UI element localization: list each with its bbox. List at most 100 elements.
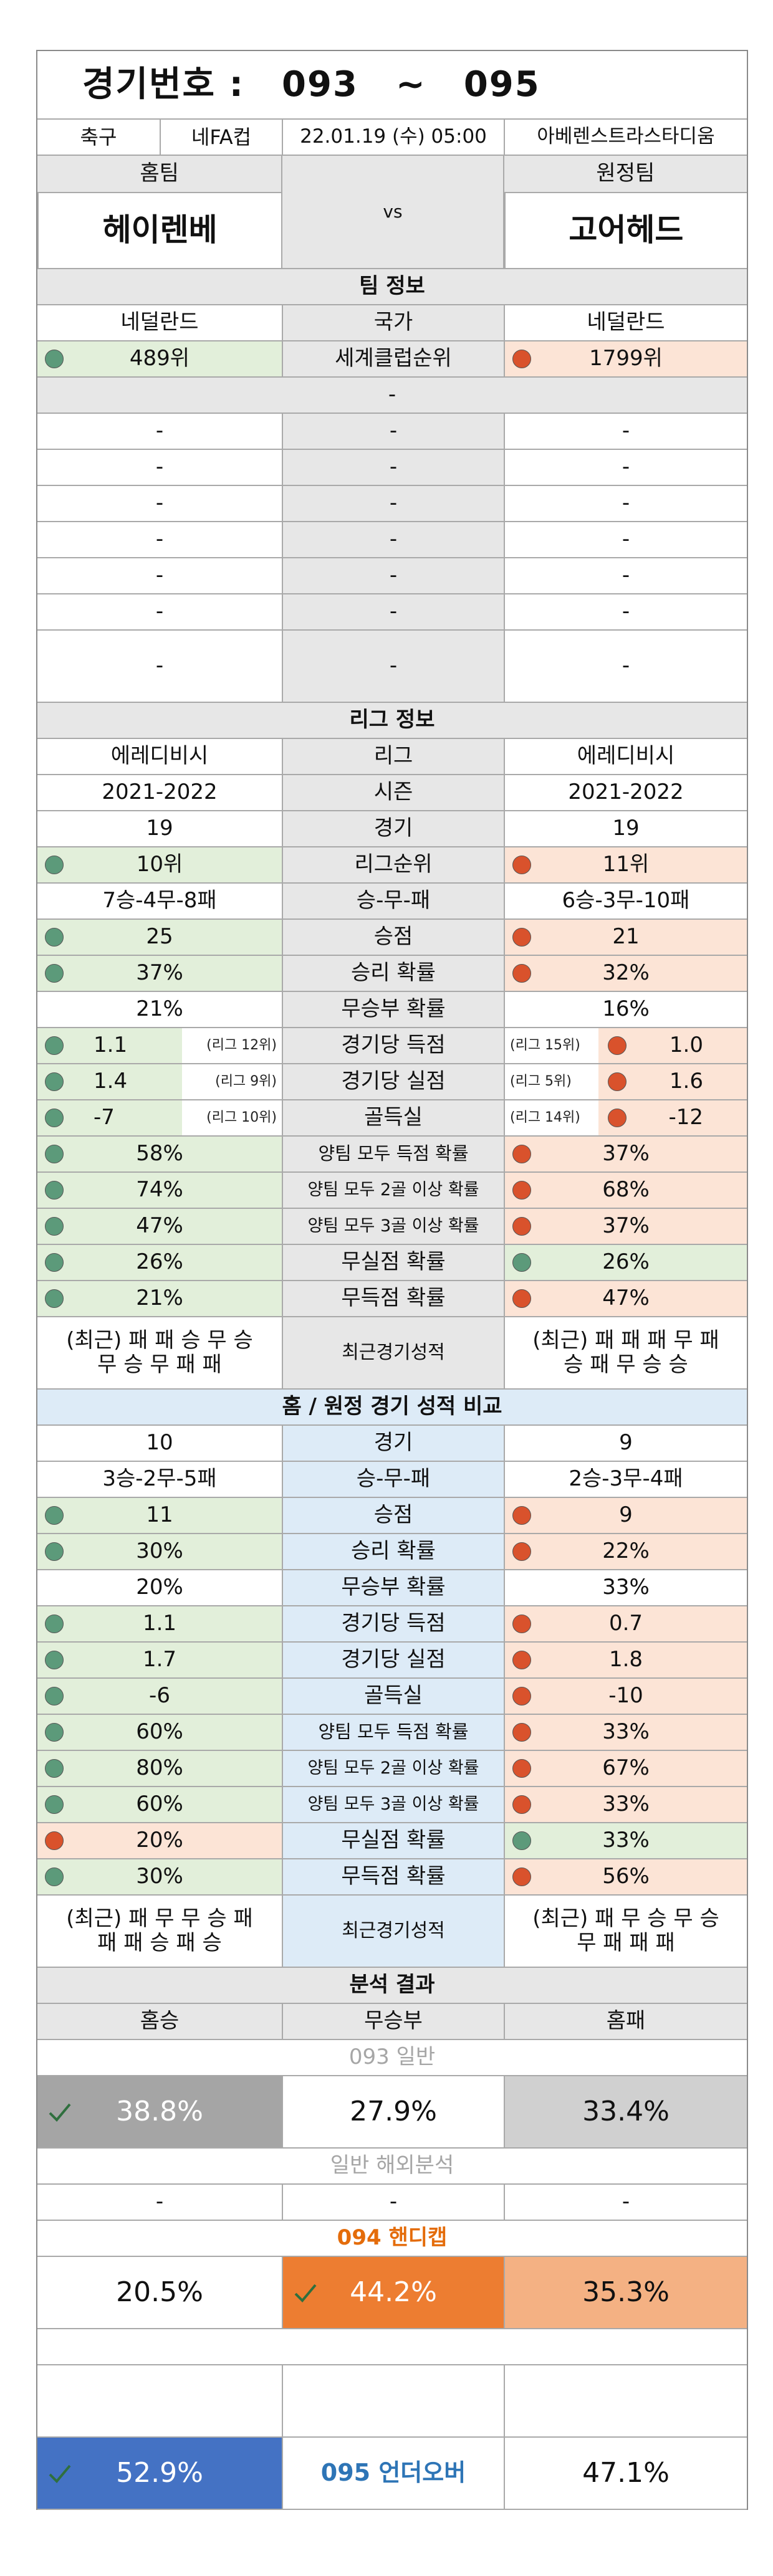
league-away-rank: (리그 14위) <box>510 1110 580 1126</box>
compare-away-recent-line1: (최근) 패 무 승 무 승 <box>532 1906 719 1931</box>
league-away-value: (리그 15위) 1.0 <box>504 1028 747 1063</box>
league-away-value: 68% <box>504 1173 747 1208</box>
league-info-row: 에레디비시 리그 에레디비시 <box>37 739 747 775</box>
league-info-row: 47% 양팀 모두 3골 이상 확률 37% <box>37 1209 747 1245</box>
league-row-label: 승-무-패 <box>282 884 504 918</box>
status-dot-icon <box>45 1072 64 1091</box>
league-info-row: 21% 무득점 확률 47% <box>37 1281 747 1317</box>
league-home-text: 7승-4무-8패 <box>102 888 217 914</box>
league-home-value: 7승-4무-8패 <box>37 884 282 918</box>
league-away-recent: (최근) 패 패 패 무 패 승 패 무 승 승 <box>504 1317 747 1388</box>
league-row-label: 양팀 모두 2골 이상 확률 <box>282 1173 504 1208</box>
spacer-cell <box>37 2329 747 2364</box>
league-home-recent: (최근) 패 패 승 무 승 무 승 무 패 패 <box>37 1317 282 1388</box>
league-row-label: 무승부 확률 <box>282 992 504 1027</box>
status-dot-icon <box>512 1759 531 1778</box>
label-dash: - <box>282 594 504 629</box>
underover-blank-row <box>37 2365 747 2438</box>
league-info-row: 2021-2022 시즌 2021-2022 <box>37 775 747 811</box>
league-recent-label: 최근경기성적 <box>282 1317 504 1388</box>
compare-row-label: 무승부 확률 <box>282 1570 504 1605</box>
label-dash: - <box>282 522 504 557</box>
compare-home-text: 3승-2무-5패 <box>102 1466 217 1492</box>
compare-row: 20% 무승부 확률 33% <box>37 1570 747 1606</box>
compare-away-value: 33% <box>504 1570 747 1605</box>
team-info-dash-row: --- <box>37 522 747 558</box>
league-info-row: 21% 무승부 확률 16% <box>37 992 747 1028</box>
status-dot-icon <box>45 1615 64 1633</box>
league-home-value: 1.1 (리그 12위) <box>37 1028 282 1063</box>
league-away-rank: (리그 5위) <box>510 1074 572 1090</box>
league-row-label: 양팀 모두 3골 이상 확률 <box>282 1209 504 1244</box>
compare-home-text: 20% <box>136 1575 183 1600</box>
team-info-title: 팀 정보 <box>359 274 425 299</box>
status-dot-icon <box>45 1289 64 1308</box>
venue: 아베렌스트라스타디움 <box>504 120 747 155</box>
league-home-text: 21% <box>136 996 183 1022</box>
match-number-sep: ~ <box>395 64 426 105</box>
match-number-from: 093 <box>281 64 358 105</box>
status-dot-icon <box>45 856 64 874</box>
compare-home-recent: (최근) 패 무 무 승 패 패 패 승 패 승 <box>37 1896 282 1967</box>
league-home-text: 1.1 <box>94 1033 128 1058</box>
team-info-header: 팀 정보 <box>37 269 747 305</box>
compare-home-value: 20% <box>37 1570 282 1605</box>
home-club-rank: 489위 <box>37 341 282 376</box>
league-info-rows: 에레디비시 리그 에레디비시 2021-2022 시즌 2021-2022 19 경기 19 10… <box>37 739 747 1317</box>
status-dot-icon <box>45 928 64 947</box>
check-icon <box>49 2103 71 2122</box>
league-home-text: 47% <box>136 1213 183 1239</box>
compare-home-text: 60% <box>136 1791 183 1817</box>
label-dash: - <box>282 414 504 449</box>
league-home-text: 25 <box>146 924 173 950</box>
status-dot-icon <box>45 1109 64 1127</box>
compare-row: -6 골득실 -10 <box>37 1679 747 1715</box>
compare-away-text: 22% <box>602 1538 650 1564</box>
compare-row: 30% 승리 확률 22% <box>37 1534 747 1570</box>
league-away-value: 37% <box>504 1137 747 1171</box>
home-country: 네덜란드 <box>120 310 199 335</box>
league-away-text: 에레디비시 <box>577 743 675 769</box>
league-away-value: (리그 14위) -12 <box>504 1100 747 1135</box>
status-dot-icon <box>512 1217 531 1236</box>
league-home-value: 에레디비시 <box>37 739 282 774</box>
league-away-text: 68% <box>602 1177 650 1203</box>
compare-row-label: 양팀 모두 2골 이상 확률 <box>282 1751 504 1786</box>
league-row-label: 시즌 <box>282 775 504 810</box>
status-dot-icon <box>512 1651 531 1669</box>
under-value-cell: 52.9% <box>37 2438 282 2509</box>
status-dot-icon <box>45 1181 64 1200</box>
league-away-value: 19 <box>504 811 747 846</box>
home-dash: - <box>155 527 164 552</box>
league-info-row: 26% 무실점 확률 26% <box>37 1245 747 1281</box>
league-recent-row: (최근) 패 패 승 무 승 무 승 무 패 패 최근경기성적 (최근) 패 패… <box>37 1317 747 1390</box>
league-info-header: 리그 정보 <box>37 703 747 739</box>
compare-home-recent-line1: (최근) 패 무 무 승 패 <box>66 1906 253 1931</box>
compare-home-value: 3승-2무-5패 <box>37 1462 282 1497</box>
league-home-text: -7 <box>94 1105 115 1130</box>
compare-away-text: 33% <box>602 1791 650 1817</box>
overseas-win: - <box>155 2189 164 2215</box>
compare-row: 1.1 경기당 득점 0.7 <box>37 1606 747 1643</box>
compare-away-value: 67% <box>504 1751 747 1786</box>
compare-away-text: 33% <box>602 1828 650 1853</box>
compare-row-label: 무득점 확률 <box>282 1859 504 1894</box>
country-label: 국가 <box>282 305 504 340</box>
status-dot-icon <box>45 1831 64 1850</box>
status-dot-icon <box>608 1072 627 1091</box>
status-dot-icon <box>45 964 64 983</box>
over-value: 47.1% <box>504 2438 747 2509</box>
compare-away-text: 67% <box>602 1755 650 1781</box>
league-away-value: 2021-2022 <box>504 775 747 810</box>
compare-home-value: 11 <box>37 1498 282 1533</box>
league-home-value: 19 <box>37 811 282 846</box>
match-number-to: 095 <box>463 64 540 105</box>
league-home-text: 58% <box>136 1141 183 1166</box>
team-info-dash-row: --- <box>37 486 747 522</box>
league-away-recent-line1: (최근) 패 패 패 무 패 <box>532 1327 719 1353</box>
league-home-value: -7 (리그 10위) <box>37 1100 282 1135</box>
status-dot-icon <box>512 1542 531 1561</box>
league-home-text: 1.4 <box>94 1069 128 1094</box>
league-info-title: 리그 정보 <box>349 707 435 733</box>
status-dot-icon <box>45 1723 64 1742</box>
